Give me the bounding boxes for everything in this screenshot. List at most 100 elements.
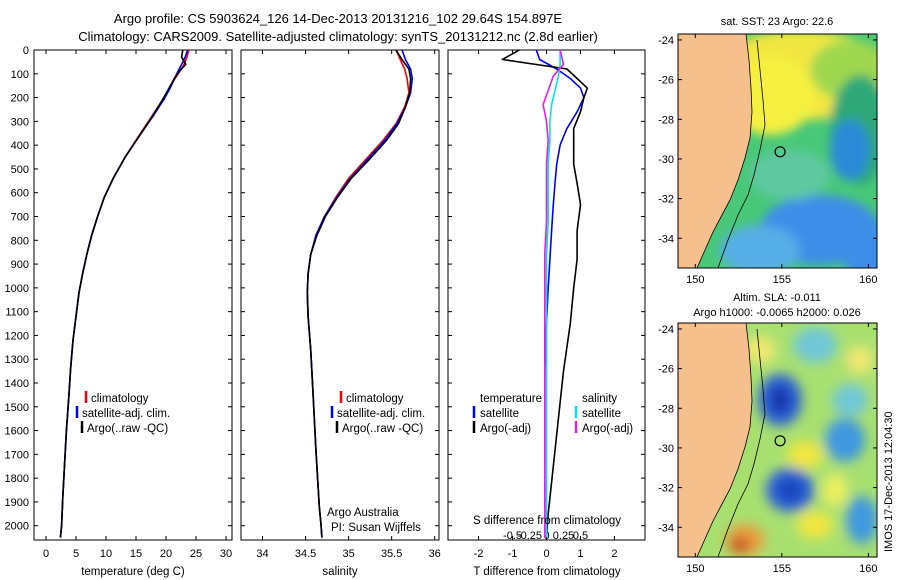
sla-land: [678, 323, 753, 557]
depth-tick-label: 1000: [5, 283, 29, 295]
temperature-legend: climatology satellite-adj. clim. Argo(..…: [75, 391, 170, 435]
depth-tick-label: 700: [11, 212, 29, 224]
map-y-tick-label: -26: [658, 75, 674, 87]
x-tick-label: 2: [611, 548, 617, 560]
map-y-tick-label: -24: [658, 324, 674, 336]
legend-s-satellite: satellite: [582, 408, 621, 420]
depth-tick-label: 500: [11, 164, 29, 176]
sla-map-title-2: Argo h1000: -0.0065 h2000: 0.026: [693, 307, 861, 319]
x2-tick-label: 0.5: [573, 530, 588, 542]
x-tick-label: 0: [43, 548, 49, 560]
depth-tick-label: 2000: [5, 521, 29, 533]
salinity-legend: climatology satellite-adj. clim. Argo(..…: [330, 391, 425, 435]
sst-map-panel: sat. SST: 23 Argo: 22.6 150 155 160 -24 -26 -…: [658, 16, 878, 286]
annotation-pi: PI: Susan Wijffels: [331, 522, 421, 534]
series-line-difference-1: [501, 50, 589, 538]
map-x-tick-label: 155: [773, 563, 791, 575]
depth-tick-label: 1100: [5, 307, 29, 319]
timestamp: IMOS 17-Dec-2013 12:04:30: [883, 411, 895, 552]
sla-map-field: [678, 323, 877, 557]
series-line-difference-2: [545, 50, 561, 538]
depth-tick-label: 1700: [5, 449, 29, 461]
series-line-temperature-0: [59, 50, 190, 538]
x-tick-label: 34: [256, 548, 268, 560]
difference-legend: temperature satellite Argo(-adj) salinit…: [472, 393, 633, 435]
depth-tick-label: 1300: [5, 354, 29, 366]
series-line-salinity-2: [306, 50, 412, 538]
series-line-salinity-0: [306, 50, 410, 538]
legend-argo: Argo(..raw -QC): [87, 423, 168, 435]
map-y-tick-label: -28: [658, 114, 674, 126]
map-y-tick-label: -34: [658, 233, 674, 245]
series-line-salinity-1: [306, 50, 414, 538]
difference-xlabel: T difference from climatology: [473, 566, 620, 578]
sla-map-axes: 150 155 160 -24 -26 -28 -30 -32 -34: [658, 323, 878, 575]
sla-isobath: [717, 328, 766, 557]
x-tick-label: -2: [474, 548, 484, 560]
map-y-tick-label: -28: [658, 403, 674, 415]
x-tick-label: 36: [429, 548, 441, 560]
x-tick-label: 20: [160, 548, 172, 560]
depth-tick-label: 800: [11, 235, 29, 247]
temperature-panel: 0100200300400500600700800900100011001200…: [5, 45, 233, 578]
salinity-depth-ticks: [241, 49, 439, 527]
x-tick-label: 35: [342, 548, 354, 560]
map-x-tick-label: 150: [686, 563, 704, 575]
depth-tick-label: 1400: [5, 378, 29, 390]
sla-argo-marker: [774, 435, 786, 447]
legend-salinity-title: salinity: [582, 393, 617, 405]
legend-t-satellite: satellite: [480, 408, 519, 420]
depth-tick-label: 1600: [5, 426, 29, 438]
x-tick-label: 5: [73, 548, 79, 560]
temperature-x-axis: 0 5 10 15 20 25 30: [43, 50, 232, 560]
depth-tick-label: 600: [11, 188, 29, 200]
difference-panel: -2 -1 0 1 2 -0.5-0.25 0 0.250.5 T difference f…: [447, 49, 646, 578]
sla-map-panel: Altim. SLA: -0.011 Argo h1000: -0.0065 h…: [658, 292, 878, 575]
depth-tick-label: 300: [11, 116, 29, 128]
map-y-tick-label: -30: [658, 443, 674, 455]
sst-isobath: [717, 39, 766, 268]
map-x-tick-label: 160: [859, 274, 877, 286]
x-tick-label: 34.5: [295, 548, 316, 560]
depth-tick-label: 1800: [5, 473, 29, 485]
x-tick-label: 25: [190, 548, 202, 560]
temperature-xlabel: temperature (deg C): [81, 566, 185, 578]
map-x-tick-label: 160: [859, 563, 877, 575]
depth-tick-label: 400: [11, 140, 29, 152]
sst-map-axes: 150 155 160 -24 -26 -28 -30 -32 -34: [658, 34, 878, 286]
depth-tick-label: 200: [11, 93, 29, 105]
x-tick-label: 0: [543, 548, 549, 560]
map-y-tick-label: -32: [658, 483, 674, 495]
map-y-tick-label: -32: [658, 194, 674, 206]
map-y-tick-label: -34: [658, 522, 674, 534]
map-y-tick-label: -30: [658, 154, 674, 166]
depth-tick-label: 100: [11, 69, 29, 81]
salinity-panel: 34 34.5 35 35.5 36 salinity climatology sate…: [240, 49, 441, 578]
legend-argo-s: Argo(..raw -QC): [342, 423, 423, 435]
legend-temperature-title: temperature: [480, 393, 542, 405]
sst-land: [678, 34, 753, 268]
legend-climatology: climatology: [91, 393, 149, 405]
x-tick-label: -1: [508, 548, 518, 560]
title-line-2: Climatology: CARS2009. Satellite-adjuste…: [78, 29, 598, 44]
difference-depth-ticks: [448, 49, 645, 527]
legend-climatology-s: climatology: [346, 393, 404, 405]
salinity-xlabel: salinity: [322, 566, 357, 578]
series-line-temperature-2: [59, 50, 187, 538]
depth-tick-label: 1500: [5, 402, 29, 414]
salinity-x-axis: 34 34.5 35 35.5 36: [256, 50, 441, 560]
salinity-difference-axis: -0.5-0.25 0 0.250.5: [503, 530, 588, 542]
sst-map-frame: [677, 33, 878, 269]
x2-tick-label: -0.5: [503, 530, 522, 542]
map-x-tick-label: 150: [686, 274, 704, 286]
salinity-frame: [240, 49, 440, 541]
sst-map-title: sat. SST: 23 Argo: 22.6: [721, 16, 834, 28]
series-line-difference-0: [535, 50, 585, 538]
annotation-argo-australia: Argo Australia: [327, 507, 399, 519]
depth-axis: 0 100 200 300 400 500 600 700 800 900 1000 1100 1200…: [5, 45, 232, 533]
series-line-difference-3: [542, 50, 565, 538]
sst-argo-marker: [774, 146, 786, 158]
temperature-curves: [59, 50, 190, 538]
temperature-frame: [33, 49, 233, 541]
